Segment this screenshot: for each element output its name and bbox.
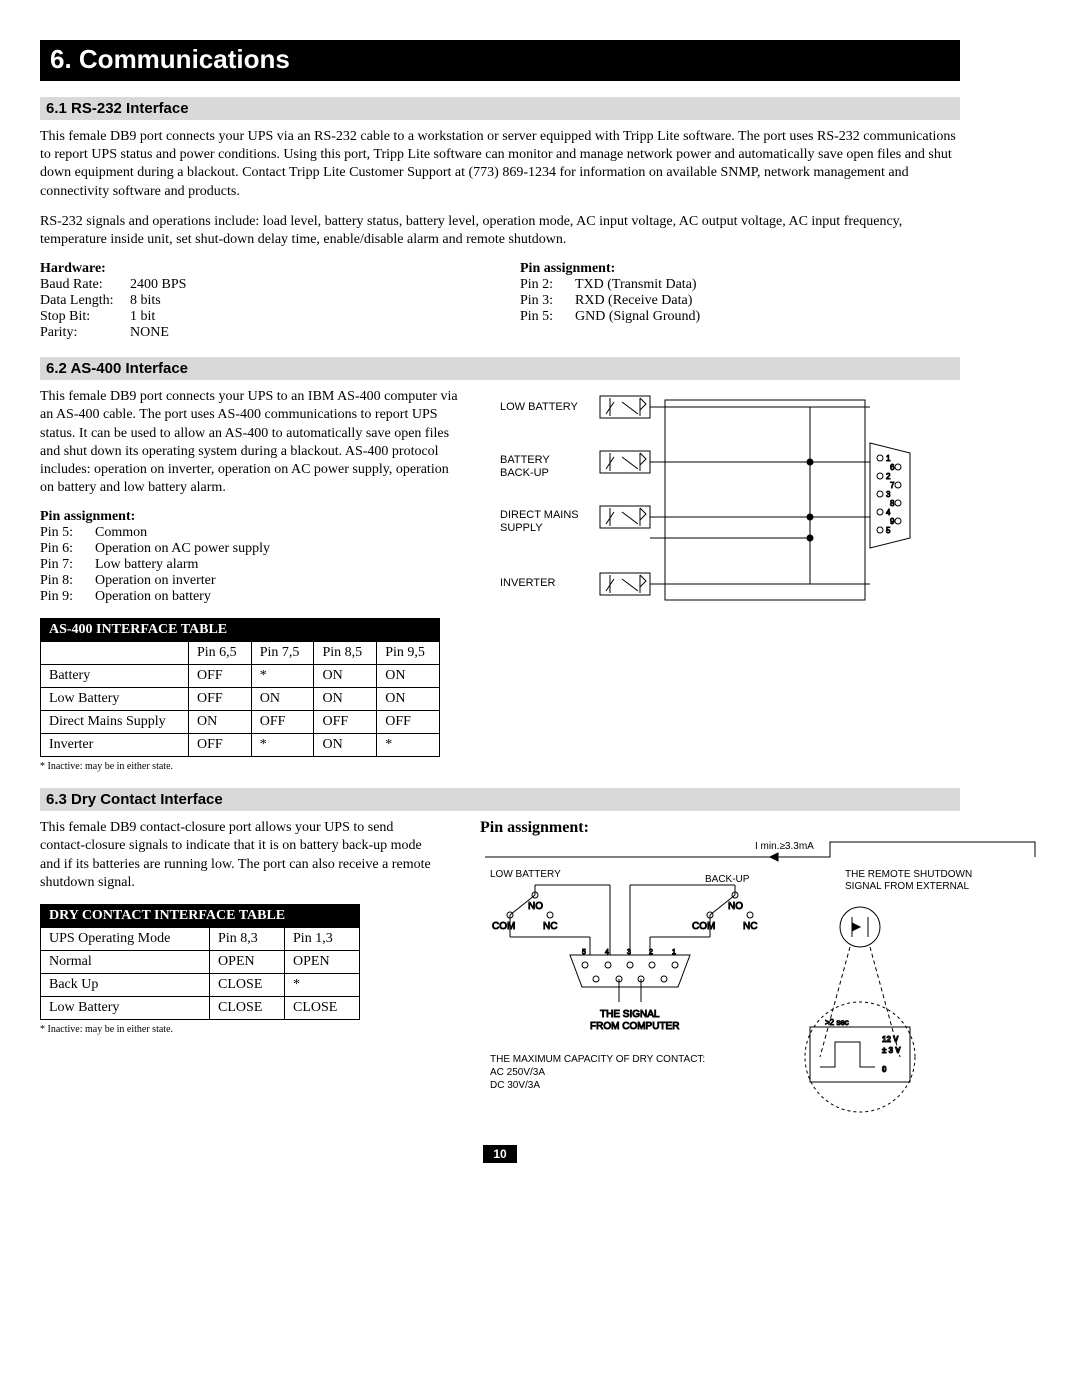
svg-text:4: 4 [605, 949, 609, 956]
pin-val: Operation on AC power supply [95, 541, 270, 557]
svg-text:2: 2 [649, 949, 653, 956]
svg-text:6: 6 [890, 463, 895, 472]
hw-val: 8 bits [130, 293, 161, 309]
svg-text:DIRECT MAINS: DIRECT MAINS [500, 509, 579, 521]
svg-text:COM: COM [492, 921, 515, 932]
svg-text:AC 250V/3A: AC 250V/3A [490, 1067, 545, 1078]
pin-val: TXD (Transmit Data) [575, 277, 697, 293]
svg-text:LOW BATTERY: LOW BATTERY [500, 401, 578, 413]
svg-text:NC: NC [543, 921, 557, 932]
dry-contact-table: DRY CONTACT INTERFACE TABLE UPS Operatin… [40, 904, 360, 1020]
pin-val: Common [95, 525, 147, 541]
pin-key: Pin 5: [40, 525, 95, 541]
hw-val: 2400 BPS [130, 277, 186, 293]
s63-para: This female DB9 contact-closure port all… [40, 819, 440, 892]
s61-para1: This female DB9 port connects your UPS v… [40, 128, 960, 201]
as400-diagram: LOW BATTERY BATTERY BACK-UP DIRECT MAINS… [500, 388, 930, 608]
s61-para2: RS-232 signals and operations include: l… [40, 213, 960, 249]
svg-text:BACK-UP: BACK-UP [705, 874, 750, 885]
chapter-title: 6. Communications [40, 40, 960, 81]
as400-interface-table: AS-400 INTERFACE TABLE Pin 6,5 Pin 7,5 P… [40, 618, 440, 757]
pin-key: Pin 5: [520, 309, 575, 325]
svg-text:NO: NO [728, 901, 743, 912]
svg-text:NC: NC [743, 921, 757, 932]
s61-pin-heading: Pin assignment: [520, 261, 960, 277]
svg-text:DC 30V/3A: DC 30V/3A [490, 1080, 540, 1091]
dry-contact-diagram: LOW BATTERY BACK-UP I min.≥3.3mA THE REM… [480, 837, 1040, 1117]
hw-key: Baud Rate: [40, 277, 130, 293]
svg-text:LOW BATTERY: LOW BATTERY [490, 869, 561, 880]
svg-text:0: 0 [882, 1065, 887, 1074]
svg-text:7: 7 [890, 481, 895, 490]
section-6-2-heading: 6.2 AS-400 Interface [40, 357, 960, 380]
page-number: 10 [40, 1147, 960, 1163]
svg-text:5: 5 [886, 526, 891, 535]
pin-key: Pin 3: [520, 293, 575, 309]
svg-text:THE SIGNAL: THE SIGNAL [600, 1009, 660, 1020]
svg-text:3: 3 [886, 490, 891, 499]
pin-val: GND (Signal Ground) [575, 309, 700, 325]
hw-key: Stop Bit: [40, 309, 130, 325]
svg-text:SIGNAL FROM EXTERNAL: SIGNAL FROM EXTERNAL [845, 881, 970, 892]
pin-key: Pin 6: [40, 541, 95, 557]
s61-hardware-heading: Hardware: [40, 261, 480, 277]
svg-text:9: 9 [890, 517, 895, 526]
svg-text:BACK-UP: BACK-UP [500, 467, 549, 479]
svg-text:3: 3 [627, 949, 631, 956]
svg-text:8: 8 [890, 499, 895, 508]
s62-footnote: * Inactive: may be in either state. [40, 761, 960, 772]
svg-text:THE MAXIMUM CAPACITY OF DRY CO: THE MAXIMUM CAPACITY OF DRY CONTACT: [490, 1054, 705, 1065]
hw-key: Data Length: [40, 293, 130, 309]
s62-pin-heading: Pin assignment: [40, 509, 460, 525]
svg-text:NO: NO [528, 901, 543, 912]
pin-key: Pin 7: [40, 557, 95, 573]
pin-val: Low battery alarm [95, 557, 198, 573]
svg-text:FROM COMPUTER: FROM COMPUTER [590, 1021, 679, 1032]
svg-text:INVERTER: INVERTER [500, 577, 555, 589]
svg-text:1: 1 [886, 454, 891, 463]
svg-text:5: 5 [582, 949, 586, 956]
pin-val: Operation on battery [95, 589, 211, 605]
svg-text:THE REMOTE SHUTDOWN: THE REMOTE SHUTDOWN [845, 869, 972, 880]
svg-text:2: 2 [886, 472, 891, 481]
s62-para: This female DB9 port connects your UPS t… [40, 388, 460, 497]
pin-key: Pin 8: [40, 573, 95, 589]
pin-val: RXD (Receive Data) [575, 293, 692, 309]
pin-val: Operation on inverter [95, 573, 216, 589]
svg-text:COM: COM [692, 921, 715, 932]
section-6-3-heading: 6.3 Dry Contact Interface [40, 788, 960, 811]
svg-text:BATTERY: BATTERY [500, 454, 550, 466]
hw-val: NONE [130, 325, 169, 341]
s63-pin-heading: Pin assignment: [480, 819, 1040, 837]
svg-text:SUPPLY: SUPPLY [500, 522, 543, 534]
svg-text:12 V: 12 V [882, 1035, 899, 1044]
pin-key: Pin 9: [40, 589, 95, 605]
svg-text:4: 4 [886, 508, 891, 517]
pin-key: Pin 2: [520, 277, 575, 293]
svg-text:I min.≥3.3mA: I min.≥3.3mA [755, 841, 814, 852]
hw-key: Parity: [40, 325, 130, 341]
section-6-1-heading: 6.1 RS-232 Interface [40, 97, 960, 120]
s63-footnote: * Inactive: may be in either state. [40, 1024, 440, 1035]
svg-text:± 3 V: ± 3 V [882, 1046, 901, 1055]
svg-text:>2 sec: >2 sec [825, 1018, 849, 1027]
hw-val: 1 bit [130, 309, 155, 325]
svg-text:1: 1 [672, 949, 676, 956]
